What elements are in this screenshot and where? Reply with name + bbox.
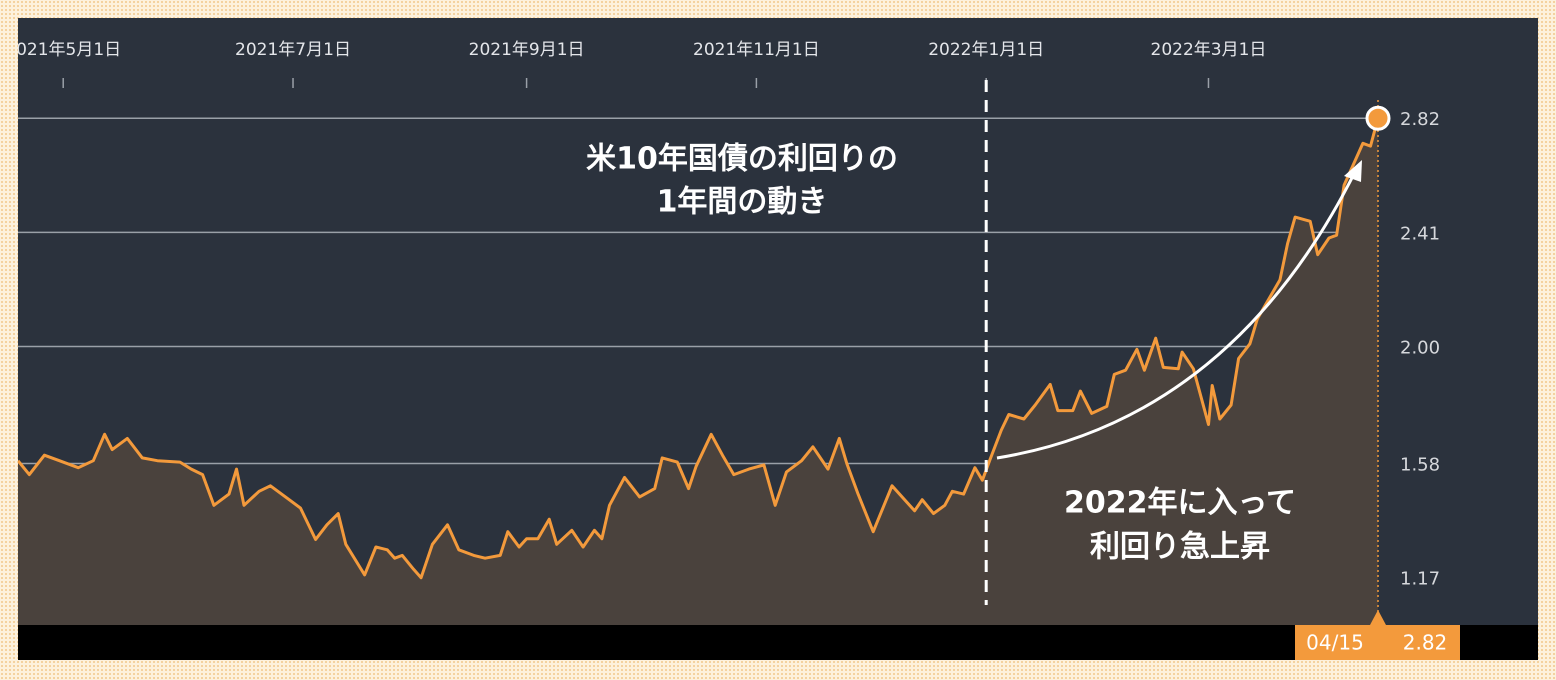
trend-arrow: [996, 171, 1357, 460]
annotation-note: 利回り急上昇: [1090, 530, 1270, 565]
arrow-head: [1344, 160, 1362, 182]
cursor-value: 2.82: [1403, 631, 1448, 655]
annotation-note: 2022年に入って: [1064, 486, 1296, 521]
x-tick-label: 2021年11月1日: [693, 40, 820, 60]
cursor: 04/15 2.82: [1295, 100, 1460, 660]
x-tick-label: 2021年5月1日: [5, 40, 121, 60]
y-axis: 1.17 1.58 2.00 2.41 2.82: [1400, 109, 1440, 589]
area-layer: [18, 117, 1380, 625]
annotation-title: 1年間の動き: [657, 185, 828, 220]
area-fill: [18, 118, 1378, 625]
x-tick-label: 2022年1月1日: [928, 40, 1044, 60]
x-tick-label: 2022年3月1日: [1151, 40, 1267, 60]
line: [18, 117, 1380, 580]
y-tick-label: 1.17: [1400, 569, 1440, 590]
y-tick-label: 2.82: [1400, 109, 1440, 130]
y-tick-label: 2.41: [1400, 223, 1440, 244]
cursor-pointer: [1370, 610, 1386, 625]
annotation-title: 米10年国債の利回りの: [586, 142, 898, 177]
x-tick-label: 2021年9月1日: [469, 40, 585, 60]
y-tick-label: 1.58: [1400, 455, 1440, 476]
cursor-box: [1295, 625, 1460, 660]
cursor-date: 04/15: [1306, 631, 1364, 655]
last-point: [1365, 105, 1391, 131]
x-axis: 2021年5月1日 2021年7月1日 2021年9月1日 2021年11月1日 202…: [5, 40, 1267, 88]
y-tick-label: 2.00: [1400, 338, 1440, 359]
x-tick-label: 2021年7月1日: [235, 40, 351, 60]
bottom-bar: [18, 625, 1538, 660]
